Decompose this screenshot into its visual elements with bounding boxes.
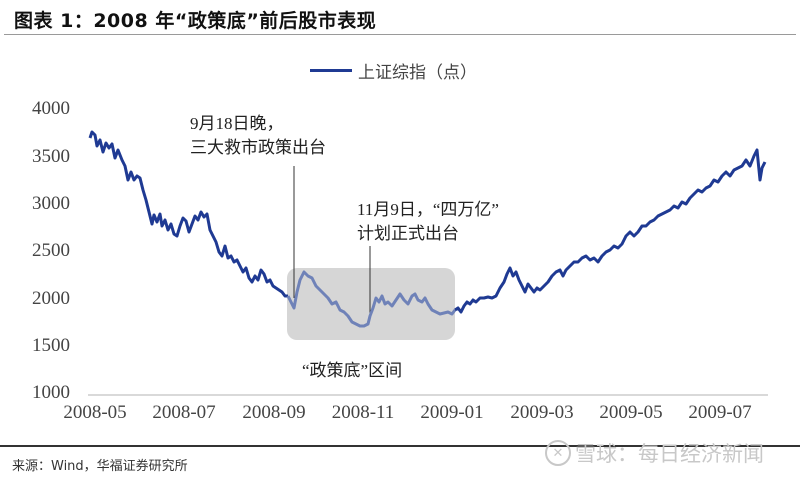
x-tick: 2008-09	[242, 402, 306, 423]
annotation-sep18-line2: 三大救市政策出台	[190, 138, 326, 157]
series-line-post	[454, 148, 767, 314]
policy-bottom-zone	[287, 268, 455, 340]
policy-bottom-zone-label: “政策底”区间	[302, 361, 403, 380]
y-tick: 1000	[32, 382, 70, 403]
y-tick: 1500	[32, 335, 70, 356]
series-line-zone	[286, 270, 457, 328]
watermark: ✕ 雪球：每日经济新闻	[545, 438, 764, 468]
x-tick: 2009-07	[688, 402, 752, 423]
x-tick: 2009-03	[510, 402, 574, 423]
annotation-nov9-line1: 11月9日，“四万亿”	[357, 200, 499, 219]
x-tick: 2009-01	[420, 402, 484, 423]
source-note: 来源：Wind，华福证券研究所	[12, 459, 188, 474]
snowball-logo-icon: ✕	[545, 440, 571, 466]
x-tick: 2008-05	[63, 402, 127, 423]
page-title: 图表 1：2008 年“政策底”前后股市表现	[14, 10, 377, 32]
y-tick: 4000	[32, 98, 70, 119]
annotation-sep18: 9月18日晚， 三大救市政策出台	[190, 112, 326, 160]
footer-divider	[0, 445, 800, 447]
y-tick: 2000	[32, 288, 70, 309]
legend-line-swatch	[310, 69, 352, 72]
watermark-text: 雪球：每日经济新闻	[575, 442, 764, 466]
legend-label: 上证综指（点）	[358, 63, 477, 82]
x-tick: 2008-07	[152, 402, 216, 423]
x-tick: 2009-05	[599, 402, 663, 423]
x-tick: 2008-11	[331, 402, 395, 423]
y-tick: 3500	[32, 146, 70, 167]
annotation-sep18-line1: 9月18日晚，	[190, 114, 284, 133]
annotation-nov9: 11月9日，“四万亿” 计划正式出台	[357, 198, 499, 246]
x-axis-line	[88, 394, 768, 396]
series-line-pre	[88, 130, 288, 298]
chart-legend: 上证综指（点）	[310, 58, 477, 83]
title-divider	[4, 34, 796, 35]
annotation-nov9-line2: 计划正式出台	[357, 224, 459, 243]
y-tick: 3000	[32, 193, 70, 214]
y-tick: 2500	[32, 240, 70, 261]
